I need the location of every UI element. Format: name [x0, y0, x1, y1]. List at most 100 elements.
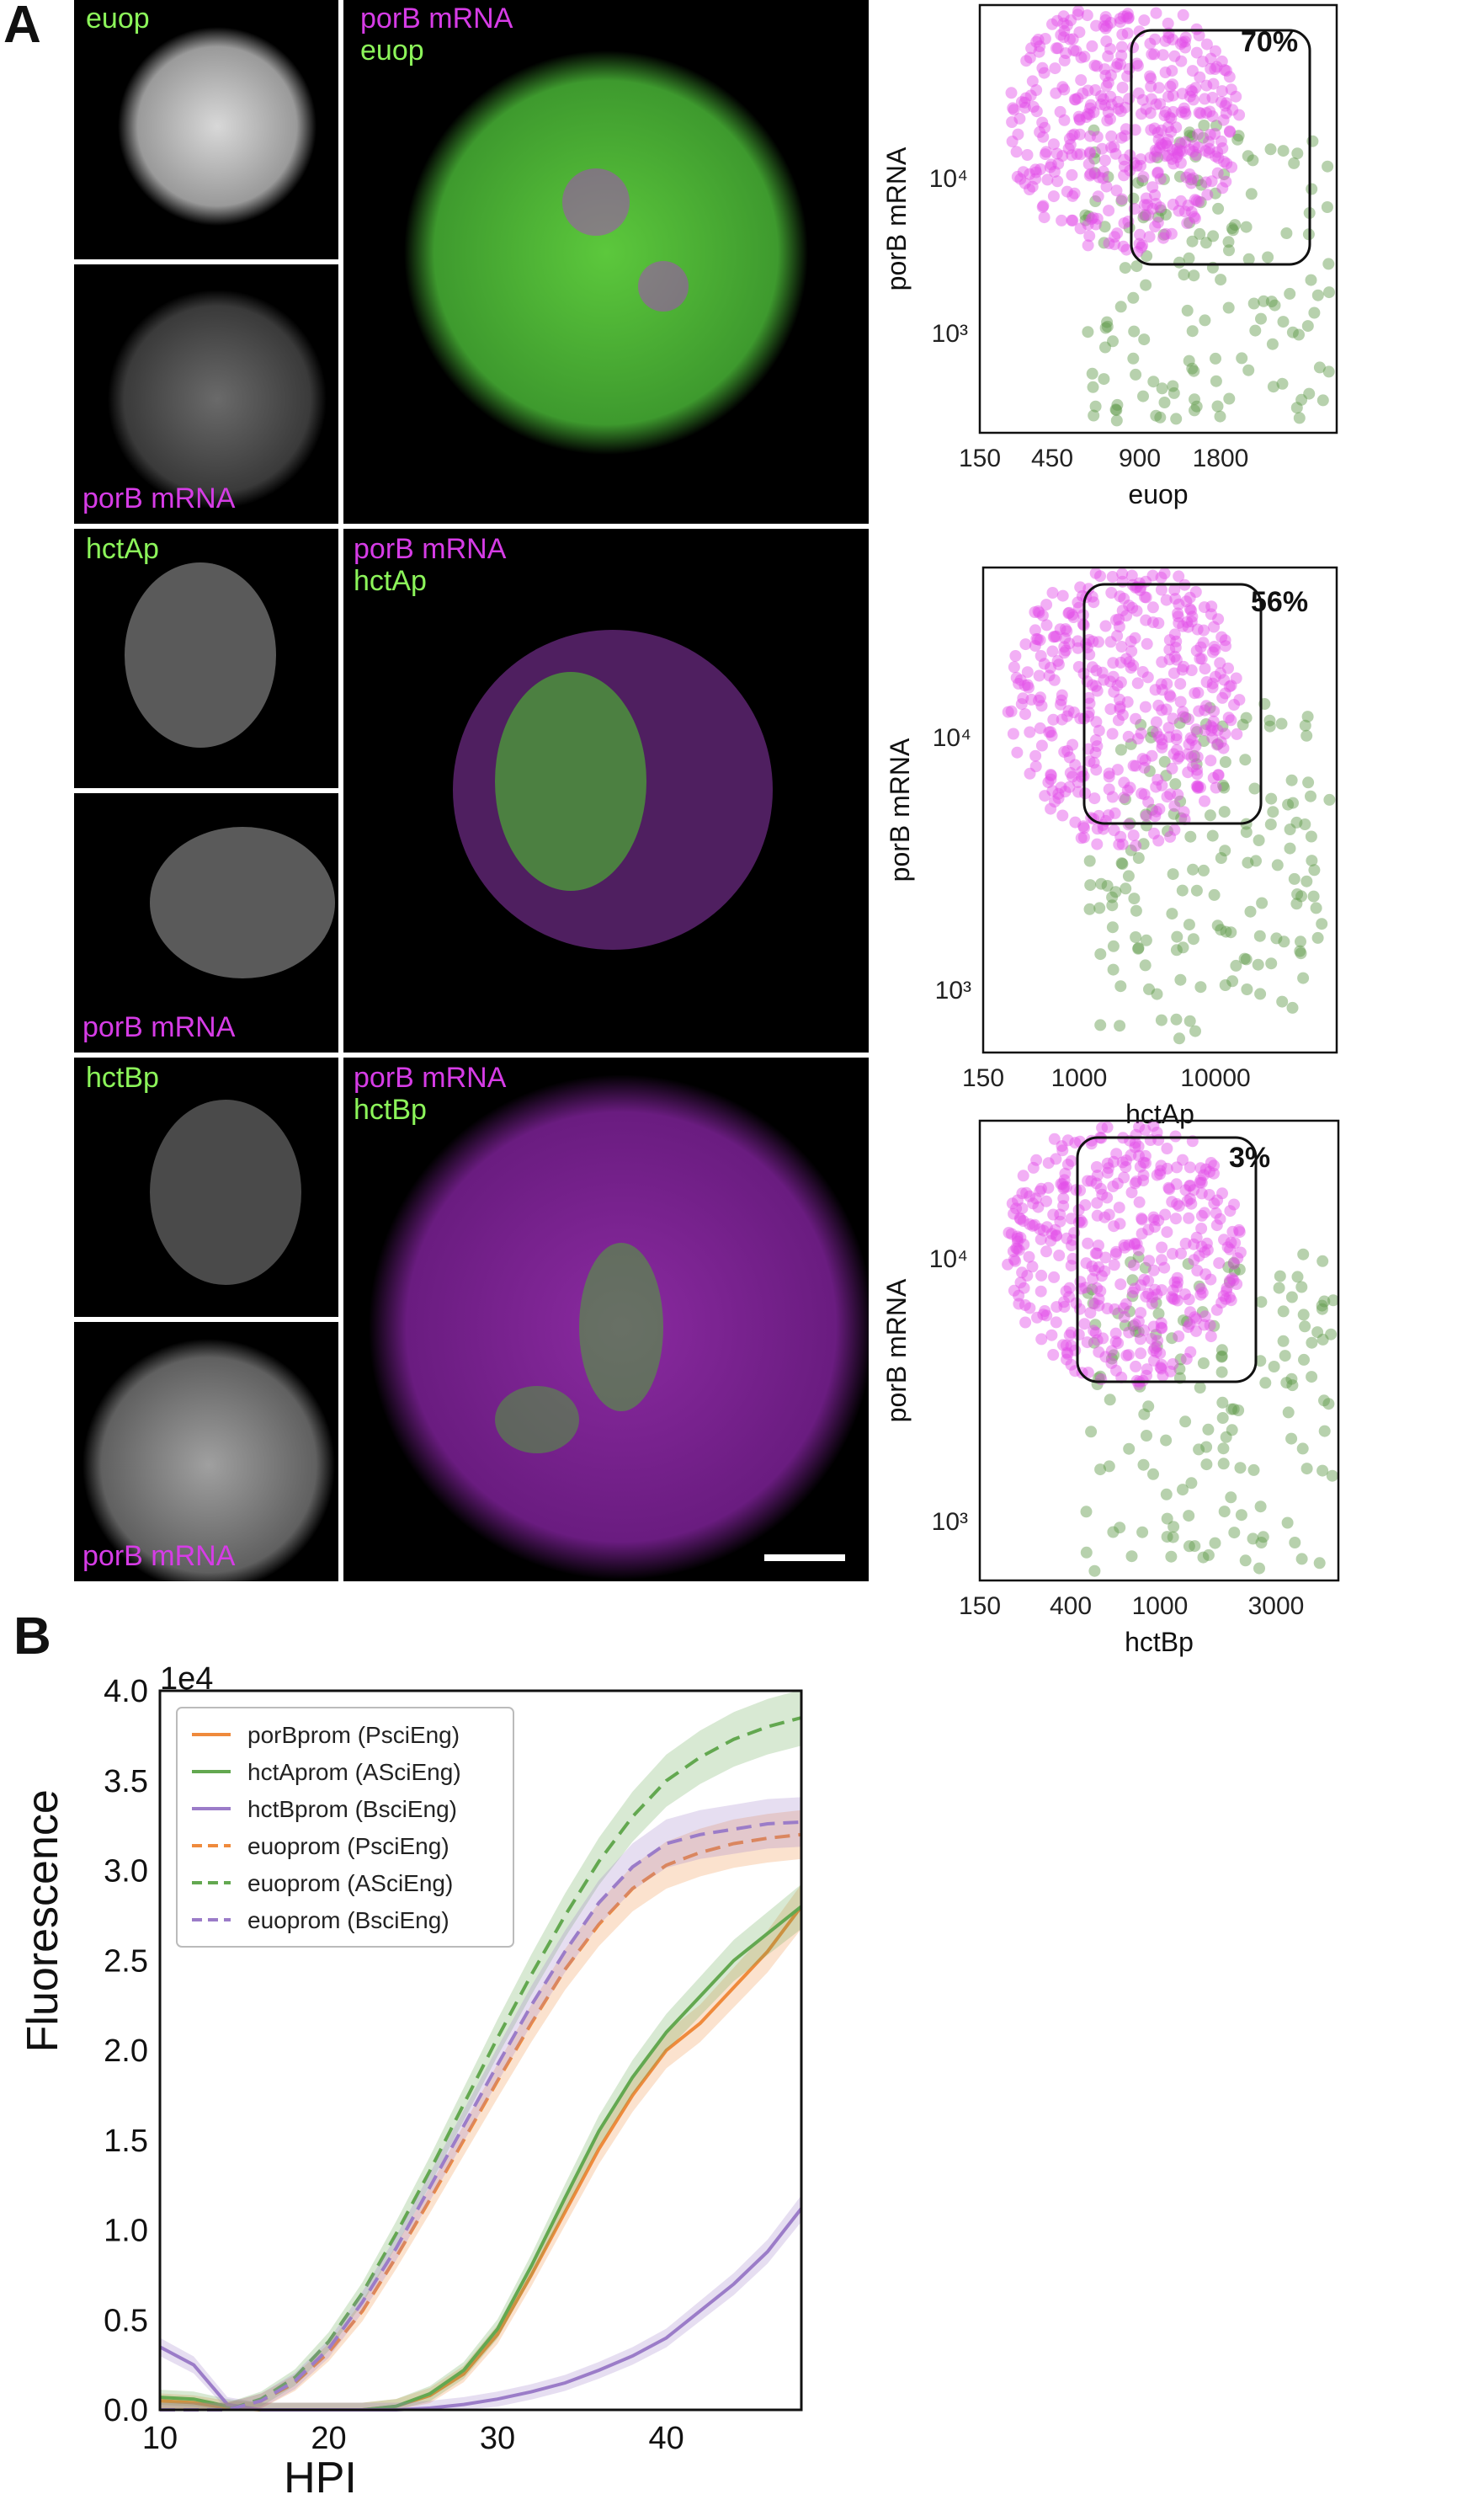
- scatter-point-magenta: [1010, 1202, 1023, 1215]
- scatter-point-green: [1267, 806, 1279, 818]
- x-tick-label: 150: [959, 1592, 1001, 1620]
- scatter-point-magenta: [1057, 1182, 1070, 1195]
- scatter-point-green: [1143, 983, 1155, 995]
- scatter-point-magenta: [1082, 1175, 1094, 1187]
- scatter-point-green: [1293, 412, 1306, 424]
- scatter-point-magenta: [1123, 600, 1136, 612]
- scatter-point-magenta: [1209, 128, 1221, 140]
- scatter-point-magenta: [1006, 116, 1019, 128]
- scatter-point-magenta: [1229, 1237, 1242, 1250]
- scatter-point-green: [1179, 1415, 1192, 1428]
- scatter-point-magenta: [1043, 669, 1056, 682]
- scatter-point-magenta: [1045, 1234, 1057, 1247]
- scatter-point-magenta: [1061, 744, 1074, 757]
- scatter-point-magenta: [1086, 661, 1098, 674]
- scatter-point-magenta: [1118, 160, 1130, 173]
- scatter-point-magenta: [1175, 55, 1188, 67]
- scatter-point-magenta: [1157, 232, 1170, 244]
- gate-percent-label: 3%: [1229, 1142, 1270, 1174]
- scatter-point-magenta: [1212, 152, 1225, 164]
- scatter-point-green: [1257, 1531, 1269, 1543]
- scatter-point-magenta: [1125, 1186, 1138, 1199]
- scatter-point-magenta: [1226, 1272, 1238, 1285]
- scatter-point-magenta: [1073, 113, 1086, 125]
- scatter-point-magenta: [1030, 84, 1043, 96]
- scatter-point-green: [1248, 782, 1261, 795]
- scatter-point-magenta: [1127, 829, 1140, 842]
- scatter-point-magenta: [1213, 1257, 1226, 1270]
- scatter-point-green: [1293, 328, 1305, 341]
- scatter-point-magenta: [1039, 121, 1051, 134]
- scatter-point-magenta: [1056, 713, 1068, 726]
- scatter-point-green: [1282, 1406, 1295, 1419]
- scatter-point-magenta: [1164, 80, 1177, 93]
- scatter-point-magenta: [1072, 8, 1084, 21]
- legend-box: [176, 1707, 514, 1948]
- scatter-point-green: [1318, 1295, 1331, 1308]
- scatter-point-magenta: [1056, 214, 1068, 227]
- scatter-point-magenta: [1120, 610, 1133, 622]
- scatter-point-magenta: [1162, 1181, 1175, 1194]
- scatter-point-magenta: [1118, 1311, 1130, 1323]
- scatter-point-magenta: [1170, 653, 1183, 666]
- scatter-point-magenta: [1084, 102, 1096, 115]
- scatter-point-magenta: [1172, 148, 1184, 161]
- y-tick-label: 2.0: [104, 2033, 148, 2069]
- scatter-point-magenta: [1008, 661, 1020, 674]
- scatter-point-magenta: [1060, 1285, 1072, 1298]
- scatter-point-green: [1241, 983, 1253, 995]
- micrograph-merge: porB mRNA euop: [343, 0, 869, 524]
- scatter-point-magenta: [1222, 662, 1234, 674]
- scatter-point-magenta: [1182, 621, 1194, 633]
- scatter-point-magenta: [1117, 1302, 1130, 1314]
- scatter-point-green: [1215, 1366, 1228, 1378]
- scatter-point-green: [1157, 228, 1170, 241]
- scatter-point-green: [1132, 942, 1145, 955]
- scatter-point-magenta: [1194, 107, 1207, 120]
- scatter-point-magenta: [1210, 670, 1221, 683]
- scatter-point-magenta: [1151, 1169, 1163, 1181]
- scatter-point-magenta: [1193, 29, 1205, 42]
- scatter-point-magenta: [1182, 1321, 1194, 1334]
- scatter-point-magenta: [1095, 98, 1108, 110]
- scatter-point-magenta: [1143, 231, 1156, 243]
- scatter-point-green: [1135, 718, 1147, 731]
- scatter-point-green: [1247, 1532, 1259, 1545]
- scatter-point-magenta: [1153, 802, 1166, 815]
- micrograph-hctbp-channel: hctBp: [74, 1058, 338, 1317]
- scatter-point-green: [1218, 168, 1231, 181]
- scatter-point-magenta: [1171, 1197, 1183, 1210]
- scatter-point-magenta: [1185, 177, 1198, 189]
- scatter-point-magenta: [1134, 1160, 1146, 1173]
- scatter-point-green: [1280, 227, 1293, 239]
- scatter-point-magenta: [1034, 40, 1046, 52]
- scatter-point-magenta: [1105, 587, 1118, 599]
- scatter-point-magenta: [1066, 738, 1079, 751]
- scatter-point-magenta: [1164, 1365, 1177, 1378]
- scatter-point-magenta: [1056, 1144, 1069, 1157]
- scatter-point-magenta: [1228, 699, 1240, 711]
- scatter-point-magenta: [1035, 739, 1048, 752]
- scatter-point-magenta: [1049, 62, 1061, 75]
- scatter-point-magenta: [1152, 1335, 1164, 1347]
- scatter-point-green: [1170, 944, 1183, 957]
- scatter-point-green: [1130, 1325, 1142, 1338]
- scatter-point-green: [1165, 1550, 1178, 1563]
- scatter-point-magenta: [1045, 773, 1057, 786]
- scatter-point-green: [1080, 1506, 1093, 1518]
- scatter-point-magenta: [1125, 662, 1137, 674]
- channel-label-top: euop: [86, 3, 150, 35]
- scatter-point-magenta: [1207, 77, 1220, 90]
- scatter-point-green: [1186, 131, 1199, 143]
- scatter-point-magenta: [1048, 674, 1061, 686]
- scatter-point-magenta: [1161, 1226, 1173, 1239]
- scatter-point-green: [1265, 792, 1278, 805]
- scatter-point-magenta: [1026, 180, 1039, 193]
- scatter-point-green: [1157, 173, 1170, 185]
- series-confidence-band: [160, 1689, 801, 2410]
- scatter-point-magenta: [1087, 211, 1099, 224]
- scatter-point-magenta: [1107, 657, 1120, 669]
- scatter-point-magenta: [1223, 71, 1236, 83]
- scatter-point-magenta: [1164, 690, 1177, 703]
- scatter-point-green: [1099, 322, 1112, 334]
